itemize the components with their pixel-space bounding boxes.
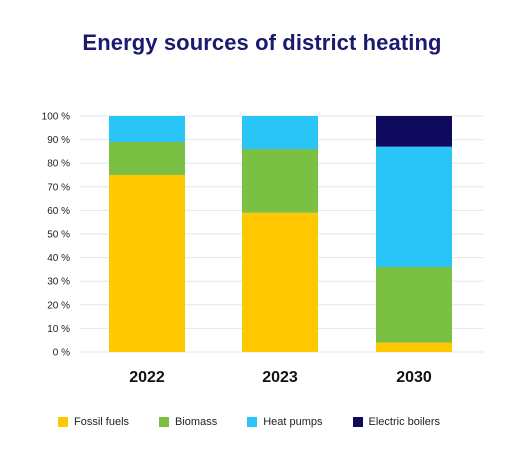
bar-segment-fossil-fuels-2022 [109,175,185,352]
x-category-label: 2030 [396,369,432,386]
y-tick-label: 60 % [47,206,70,217]
legend-label: Biomass [175,416,218,428]
bars [109,116,452,352]
y-tick-label: 50 % [47,230,70,241]
y-tick-label: 10 % [47,324,70,335]
y-tick-label: 90 % [47,135,70,146]
legend-swatch [352,417,363,427]
bar-segment-heat-pumps-2030 [376,146,452,268]
bar-segment-fossil-fuels-2023 [242,212,318,352]
bar-segment-biomass-2022 [109,141,185,175]
legend: Fossil fuels Biomass Heat pumps Electric bo… [58,416,440,428]
x-category-label: 2023 [262,369,298,386]
bar-segment-electric-boilers-2030 [376,116,452,147]
stacked-bar-chart: 0 % 10 % 20 % 30 % 40 % 50 % 60 % 70 % 80 % 90 % 1… [42,112,484,386]
x-axis-categories: 2022 2023 2030 [129,369,432,386]
y-tick-label: 70 % [47,182,70,193]
y-tick-label: 30 % [47,277,70,288]
legend-item: Electric boilers [352,416,441,428]
bar-segment-biomass-2023 [242,149,318,213]
y-axis-ticks: 0 % 10 % 20 % 30 % 40 % 50 % 60 % 70 % 80 % 90 % 1… [42,112,70,359]
y-tick-label: 0 % [53,348,70,359]
y-tick-label: 40 % [47,253,70,264]
legend-item: Fossil fuels [58,416,129,428]
legend-swatch [247,417,258,427]
legend-item: Biomass [159,416,217,428]
bar-segment-heat-pumps-2022 [109,116,185,142]
bar-segment-heat-pumps-2023 [242,116,318,150]
chart-title: Energy sources of district heating [82,30,442,55]
legend-label: Fossil fuels [74,416,130,428]
legend-label: Heat pumps [263,416,323,428]
x-category-label: 2022 [129,369,165,386]
y-tick-label: 20 % [47,300,70,311]
bar-segment-fossil-fuels-2030 [376,342,452,352]
y-tick-label: 100 % [42,112,70,123]
bar-segment-biomass-2030 [376,267,452,343]
legend-item: Heat pumps [247,416,323,428]
legend-label: Electric boilers [368,416,441,428]
legend-swatch [159,417,170,427]
legend-swatch [58,417,68,427]
y-tick-label: 80 % [47,159,70,170]
